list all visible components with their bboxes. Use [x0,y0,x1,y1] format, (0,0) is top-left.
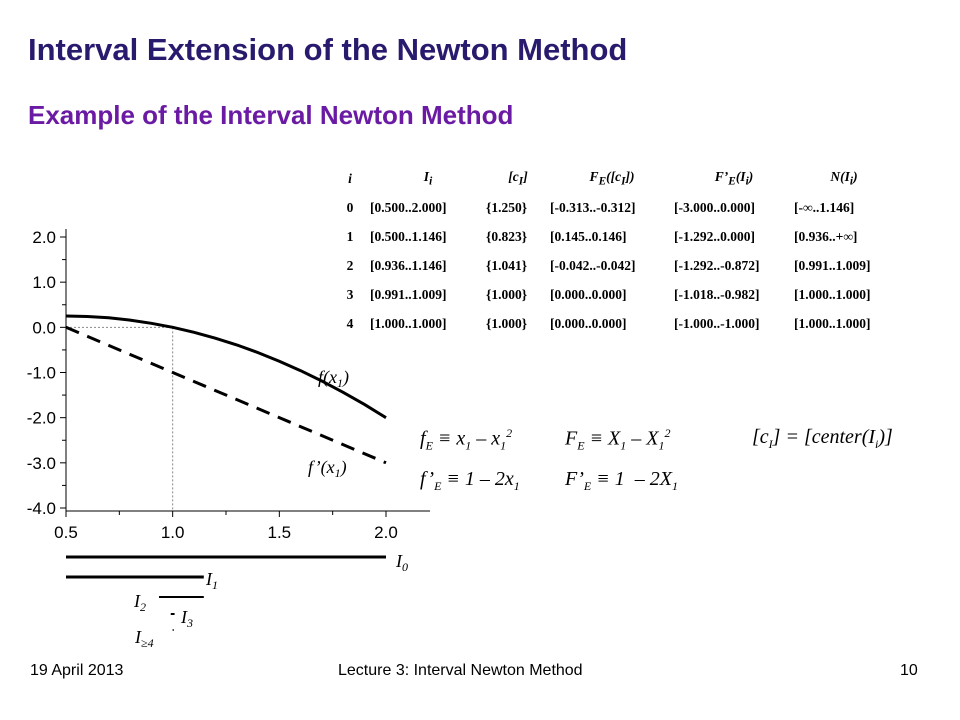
table-cell: [0.000..0.000] [550,286,627,302]
table-header-row: i Ii [cI] FE([cI]) F’E(Ii) N(Ii) [330,164,894,193]
f-curve [65,314,387,419]
table-cell: [0.936..1.146] [370,257,447,273]
col-header-fe: FE([cI]) [589,169,635,188]
table-row: 0 [0.500..2.000] {1.250} [-0.313..-0.312] [-… [330,193,894,222]
col-header-n: N(Ii) [830,169,858,188]
footer-date: 19 April 2013 [30,662,124,679]
table-cell: [-0.042..-0.042] [550,257,636,273]
table-cell: {1.000} [486,315,528,331]
y-tick-label: 1.0 [32,273,56,292]
x-tick-label: 1.0 [161,523,185,542]
table-cell: [0.936..+∞] [794,228,858,244]
interval-label: I2 [133,591,146,614]
table-cell: 1 [346,228,354,244]
table-row: 4 [1.000..1.000] {1.000} [0.000..0.000] [-1.… [330,309,894,338]
table-cell: [0.991..1.009] [370,286,447,302]
table-cell: [-∞..1.146] [794,199,855,215]
table-cell: {1.250} [486,199,528,215]
footer-page: 10 [900,662,918,679]
col-header-i: i [348,170,352,186]
table-cell: [-1.018..-0.982] [674,286,760,302]
table-cell: {1.041} [486,257,528,273]
table-cell: [0.500..2.000] [370,199,447,215]
table-cell: 4 [346,315,354,331]
fprime-line [65,325,387,465]
iteration-table: i Ii [cI] FE([cI]) F’E(Ii) N(Ii) 0 [0.500… [330,164,894,338]
table-cell: 2 [346,257,354,273]
table-cell: [0.991..1.009] [794,257,871,273]
table-cell: 3 [346,286,354,302]
table-cell: [0.500..1.146] [370,228,447,244]
table-cell: [0.145..0.146] [550,228,627,244]
col-header-interval: Ii [423,169,433,188]
f-curve-label: f(x1) [318,367,349,390]
table-cell: [-1.292..-0.872] [674,257,760,273]
interval-label: I≥4 [134,627,154,650]
table-cell: [1.000..1.000] [370,315,447,331]
formula-fpe: f’E ≡ 1 – 2x1 [420,468,520,493]
y-tick-label: -4.0 [27,499,56,518]
y-tick-label: 2.0 [32,228,56,247]
table-cell: [0.000..0.000] [550,315,627,331]
table-cell: {1.000} [486,286,528,302]
y-tick-label: -1.0 [27,364,56,383]
slide-subtitle: Example of the Interval Newton Method [28,100,514,130]
table-row: 2 [0.936..1.146] {1.041} [-0.042..-0.042] [-… [330,251,894,280]
table-cell: [-1.292..0.000] [674,228,755,244]
col-header-center: [cI] [508,169,528,188]
fprime-line-label: f’(x1) [308,457,347,480]
table-cell: [-3.000..0.000] [674,199,755,215]
interval-label: I0 [395,551,408,574]
formula-FE: FE ≡ X1 – X12 [565,426,671,453]
formula-FpE: F’E ≡ 1 – 2X1 [565,468,678,493]
col-header-fpe: F’E(Ii) [714,169,754,188]
x-tick-label: 1.5 [268,523,292,542]
slide-title: Interval Extension of the Newton Method [28,32,628,67]
x-tick-label: 0.5 [54,523,78,542]
footer-lecture: Lecture 3: Interval Newton Method [338,662,583,679]
table-cell: [1.000..1.000] [794,286,871,302]
y-tick-label: -3.0 [27,454,56,473]
table-row: 3 [0.991..1.009] {1.000} [0.000..0.000] [-1.… [330,280,894,309]
table-cell: {0.823} [486,228,528,244]
y-tick-label: -2.0 [27,409,56,428]
table-cell: [-1.000..-1.000] [674,315,760,331]
interval-label: I1 [205,569,218,592]
table-cell: [1.000..1.000] [794,315,871,331]
x-tick-label: 2.0 [374,523,398,542]
interval-label: I3 [180,607,193,630]
formula-fe: fE ≡ x1 – x12 [420,426,513,453]
table-cell: 0 [346,199,354,215]
table-row: 1 [0.500..1.146] {0.823} [0.145..0.146] [-1.… [330,222,894,251]
table-cell: [-0.313..-0.312] [550,199,636,215]
y-tick-label: 0.0 [32,318,56,337]
formula-center: [cI] = [center(Ii)] [752,426,893,451]
